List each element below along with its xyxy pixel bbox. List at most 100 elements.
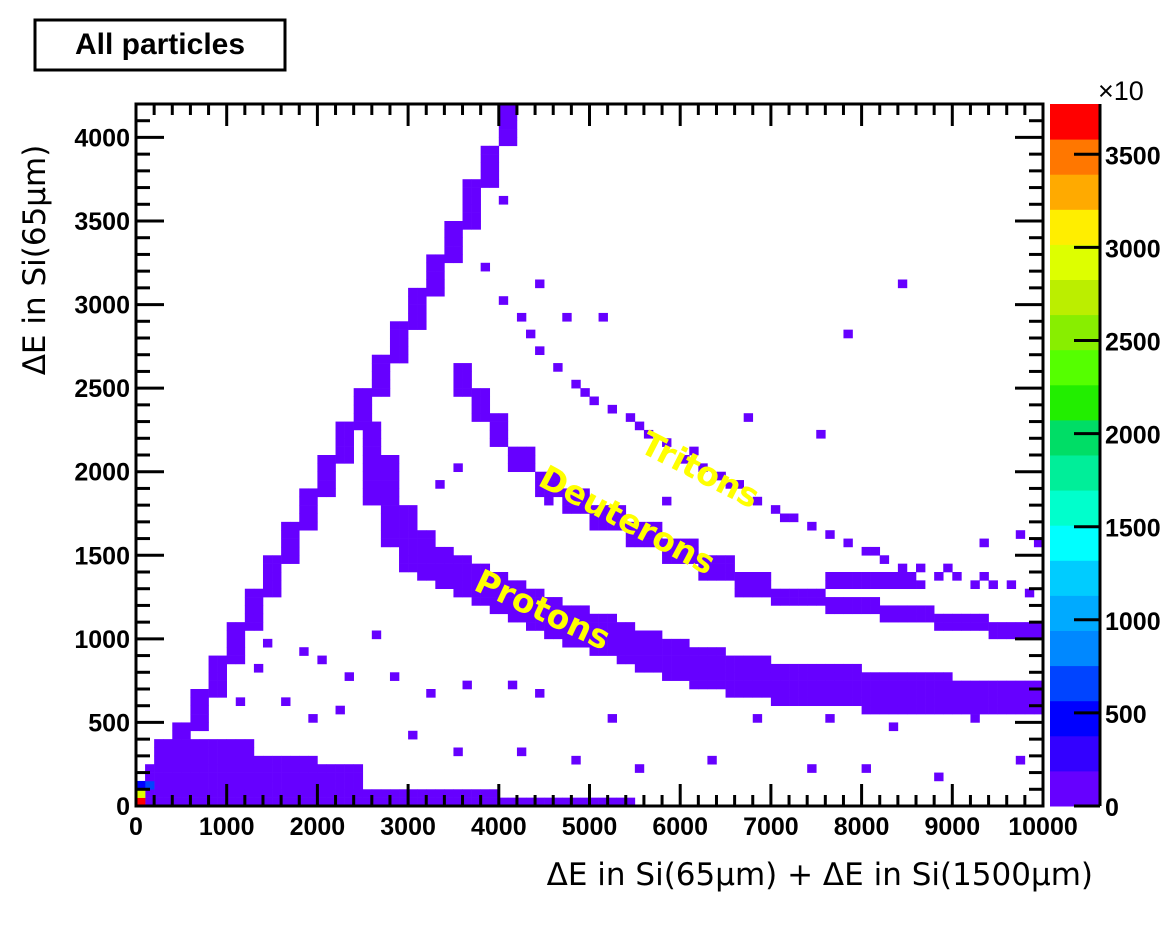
histogram-bin xyxy=(997,697,1008,707)
histogram-bin xyxy=(190,705,200,715)
histogram-bin xyxy=(217,672,227,681)
histogram-bin xyxy=(997,622,1008,631)
colorbar-tick-label: 500 xyxy=(1105,701,1147,729)
histogram-bin xyxy=(770,505,781,514)
histogram-bin xyxy=(181,772,191,782)
chart-title: All particles xyxy=(75,28,245,61)
histogram-bin xyxy=(916,580,926,590)
histogram-bin xyxy=(970,714,980,723)
histogram-bin xyxy=(417,538,427,548)
histogram-bin xyxy=(943,613,953,623)
histogram-bin xyxy=(716,647,726,656)
histogram-bin xyxy=(299,764,309,773)
histogram-bin xyxy=(462,195,472,205)
histogram-bin xyxy=(262,572,273,581)
histogram-bin xyxy=(462,379,472,389)
histogram-bin xyxy=(879,689,890,698)
histogram-bin xyxy=(807,588,817,598)
histogram-bin xyxy=(426,689,436,698)
histogram-bin xyxy=(389,797,400,807)
histogram-bin xyxy=(199,697,209,707)
histogram-bin xyxy=(897,680,908,690)
histogram-bin xyxy=(843,680,853,690)
histogram-bin xyxy=(979,613,989,623)
colorbar-band xyxy=(1050,525,1100,561)
histogram-bin xyxy=(888,613,899,623)
histogram-bin xyxy=(471,195,481,205)
histogram-bin xyxy=(471,572,481,581)
histogram-bin xyxy=(580,797,590,807)
histogram-bin xyxy=(970,680,980,690)
histogram-bin xyxy=(235,772,246,782)
histogram-bin xyxy=(190,780,200,790)
histogram-bin xyxy=(172,730,182,740)
histogram-bin xyxy=(761,689,772,698)
histogram-bin xyxy=(172,739,182,748)
histogram-bin xyxy=(535,279,545,289)
x-tick-label: 8000 xyxy=(834,813,890,841)
histogram-bin xyxy=(789,672,799,681)
histogram-bin xyxy=(154,797,164,807)
histogram-bin xyxy=(888,605,899,615)
histogram-bin xyxy=(852,680,862,690)
histogram-bin xyxy=(217,739,227,748)
histogram-bin xyxy=(607,797,618,807)
histogram-bin xyxy=(816,663,826,673)
histogram-bin xyxy=(489,797,500,807)
histogram-bin xyxy=(544,622,554,631)
histogram-bin xyxy=(571,379,581,389)
histogram-bin xyxy=(453,747,463,757)
x-tick-label: 3000 xyxy=(380,813,436,841)
histogram-bin xyxy=(943,705,953,715)
histogram-bin xyxy=(462,797,472,807)
histogram-bin xyxy=(290,755,300,765)
histogram-bin xyxy=(1015,755,1026,765)
histogram-bin xyxy=(281,755,291,765)
histogram-bin xyxy=(281,789,291,798)
histogram-bin xyxy=(380,488,391,498)
histogram-bin xyxy=(952,680,962,690)
histogram-bin xyxy=(172,747,182,757)
histogram-bin xyxy=(480,588,491,598)
histogram-bin xyxy=(489,605,500,615)
histogram-bin xyxy=(952,622,962,631)
histogram-bin xyxy=(498,129,509,138)
histogram-bin xyxy=(290,764,300,773)
histogram-bin xyxy=(544,613,554,623)
histogram-bin xyxy=(362,496,373,506)
histogram-bin xyxy=(625,538,636,548)
histogram-bin xyxy=(870,672,881,681)
histogram-bin xyxy=(979,705,989,715)
histogram-bin xyxy=(154,764,164,773)
histogram-bin xyxy=(562,312,572,322)
histogram-bin xyxy=(444,254,454,264)
histogram-bin xyxy=(870,580,881,590)
histogram-bin xyxy=(181,789,191,798)
histogram-bin xyxy=(480,170,491,180)
histogram-bin xyxy=(816,429,826,439)
histogram-bin xyxy=(843,580,853,590)
histogram-bin xyxy=(1024,630,1035,640)
histogram-bin xyxy=(190,697,200,707)
histogram-bin xyxy=(172,797,182,807)
histogram-bin xyxy=(671,663,681,673)
histogram-bin xyxy=(462,212,472,222)
histogram-bin xyxy=(136,797,146,807)
histogram-bin xyxy=(789,663,799,673)
histogram-bin xyxy=(453,555,463,564)
histogram-bin xyxy=(834,597,844,606)
histogram-bin xyxy=(861,572,871,581)
histogram-bin xyxy=(680,663,690,673)
histogram-bin xyxy=(399,329,409,339)
histogram-bin xyxy=(870,605,881,615)
histogram-bin xyxy=(199,764,209,773)
histogram-bin xyxy=(389,513,400,523)
histogram-bin xyxy=(634,655,645,665)
histogram-bin xyxy=(389,455,400,464)
histogram-bin xyxy=(897,613,908,623)
histogram-bin xyxy=(444,580,454,590)
histogram-bin xyxy=(453,371,463,381)
histogram-bin xyxy=(317,780,327,790)
histogram-bin xyxy=(725,655,735,665)
histogram-bin xyxy=(852,689,862,698)
